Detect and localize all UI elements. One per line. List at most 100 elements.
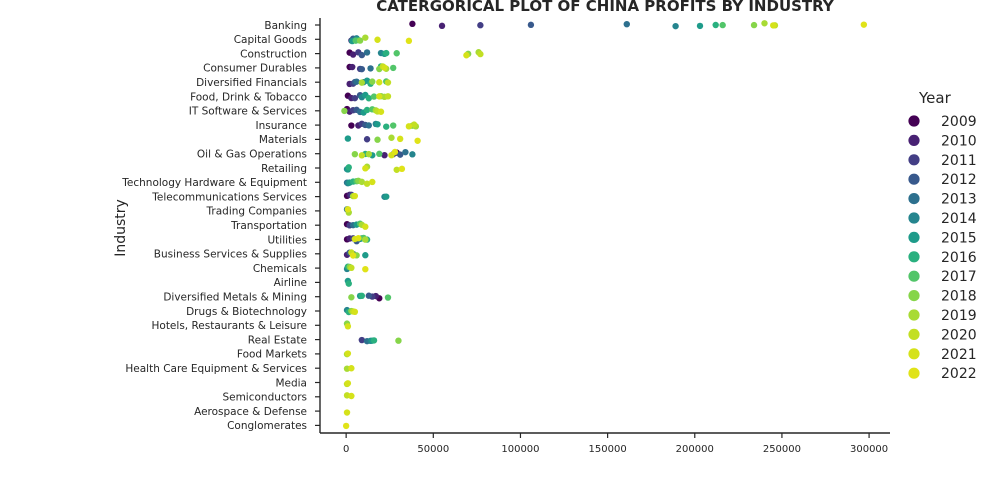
legend-label-2015: 2015 bbox=[941, 230, 977, 246]
category-label-retailing: Retailing bbox=[261, 163, 307, 175]
data-point bbox=[409, 151, 416, 158]
legend-label-2021: 2021 bbox=[941, 347, 977, 363]
x-tick-label: 50000 bbox=[417, 444, 449, 455]
category-label-utilities: Utilities bbox=[267, 234, 307, 246]
category-label-oil-gas-operations: Oil & Gas Operations bbox=[197, 149, 307, 161]
data-point bbox=[344, 206, 352, 213]
category-label-diversified-metals-mining: Diversified Metals & Mining bbox=[163, 292, 307, 304]
legend-marker bbox=[908, 212, 920, 224]
data-point bbox=[370, 93, 378, 100]
data-point bbox=[345, 280, 352, 287]
data-point bbox=[349, 252, 357, 259]
data-point bbox=[358, 178, 366, 186]
data-point bbox=[438, 22, 446, 30]
legend-label-2022: 2022 bbox=[941, 366, 977, 382]
data-point bbox=[696, 22, 704, 30]
legend: Year 2009 2010 2011 2012 2013 2014 2015 2016 201… bbox=[908, 89, 977, 382]
data-point bbox=[388, 134, 395, 141]
data-point bbox=[369, 78, 376, 85]
data-point bbox=[402, 148, 409, 156]
category-label-trading-companies: Trading Companies bbox=[206, 206, 307, 218]
x-tick-label: 250000 bbox=[763, 444, 801, 455]
legend-marker bbox=[908, 348, 920, 360]
x-tick-label: 150000 bbox=[589, 444, 627, 455]
data-point bbox=[348, 122, 355, 129]
data-point bbox=[369, 178, 376, 186]
category-label-conglomerates: Conglomerates bbox=[227, 420, 307, 432]
chart-title: CATERGORICAL PLOT OF CHINA PROFITS BY IN… bbox=[376, 0, 835, 15]
data-point bbox=[761, 20, 768, 27]
data-point bbox=[348, 294, 355, 301]
legend-label-2011: 2011 bbox=[941, 153, 977, 169]
category-label-hotels-restaurants-leisure: Hotels, Restaurants & Leisure bbox=[152, 320, 308, 332]
data-point bbox=[391, 148, 399, 156]
data-point bbox=[376, 150, 383, 158]
category-label-consumer-durables: Consumer Durables bbox=[203, 63, 307, 75]
data-point bbox=[396, 135, 404, 143]
category-label-banking: Banking bbox=[264, 20, 307, 32]
category-label-diversified-financials: Diversified Financials bbox=[196, 77, 307, 89]
data-point bbox=[349, 63, 356, 71]
data-point bbox=[384, 294, 392, 301]
data-point bbox=[750, 21, 758, 29]
data-point bbox=[356, 37, 364, 44]
data-point bbox=[343, 409, 351, 416]
data-point bbox=[383, 49, 390, 57]
y-category-labels: Banking Capital Goods Construction Consumer… bbox=[121, 20, 320, 432]
legend-label-2017: 2017 bbox=[941, 269, 977, 285]
category-label-aerospace-defense: Aerospace & Defense bbox=[194, 406, 307, 418]
data-point bbox=[409, 20, 416, 28]
data-point bbox=[362, 223, 369, 230]
data-point bbox=[410, 121, 418, 128]
legend-marker bbox=[908, 154, 920, 166]
data-point bbox=[363, 49, 371, 56]
data-point bbox=[341, 107, 348, 115]
data-point bbox=[719, 21, 726, 29]
data-point bbox=[351, 192, 359, 200]
data-point bbox=[395, 337, 402, 344]
category-label-real-estate: Real Estate bbox=[248, 334, 307, 346]
data-point bbox=[384, 79, 392, 86]
x-tick-label: 0 bbox=[343, 444, 349, 455]
data-point bbox=[383, 123, 390, 130]
category-label-insurance: Insurance bbox=[255, 120, 307, 132]
data-point bbox=[344, 135, 352, 142]
legend-marker bbox=[908, 134, 920, 146]
legend-marker bbox=[908, 231, 920, 243]
category-label-chemicals: Chemicals bbox=[253, 263, 307, 275]
data-point bbox=[345, 164, 352, 171]
data-point bbox=[396, 151, 404, 158]
data-point bbox=[348, 264, 355, 271]
data-point bbox=[358, 336, 366, 344]
data-point bbox=[527, 21, 535, 29]
category-label-materials: Materials bbox=[259, 134, 307, 146]
data-point bbox=[362, 34, 369, 41]
category-label-transportation: Transportation bbox=[230, 220, 307, 232]
data-point bbox=[393, 50, 400, 57]
data-point bbox=[365, 292, 373, 299]
data-point bbox=[365, 122, 373, 129]
x-tick-label: 300000 bbox=[850, 444, 888, 455]
legend-label-2009: 2009 bbox=[941, 114, 977, 130]
data-point bbox=[381, 151, 388, 159]
category-label-food-markets: Food Markets bbox=[237, 349, 307, 361]
y-axis-title: Industry bbox=[113, 199, 129, 257]
data-point bbox=[398, 165, 406, 173]
category-label-technology-hardware-equipment: Technology Hardware & Equipment bbox=[121, 177, 307, 189]
data-point bbox=[374, 136, 381, 143]
data-point bbox=[477, 22, 484, 29]
data-point bbox=[860, 21, 868, 28]
category-label-it-software-services: IT Software & Services bbox=[189, 106, 307, 118]
data-point bbox=[770, 22, 777, 29]
data-point bbox=[363, 180, 371, 187]
legend-label-2010: 2010 bbox=[941, 133, 977, 149]
legend-marker bbox=[908, 290, 920, 302]
data-point bbox=[358, 79, 366, 86]
legend-marker bbox=[908, 173, 920, 185]
data-point bbox=[362, 252, 369, 259]
category-label-airline: Airline bbox=[274, 277, 307, 289]
data-point bbox=[344, 323, 352, 330]
data-point bbox=[348, 365, 355, 372]
data-point bbox=[362, 165, 369, 172]
legend-marker bbox=[908, 251, 920, 263]
